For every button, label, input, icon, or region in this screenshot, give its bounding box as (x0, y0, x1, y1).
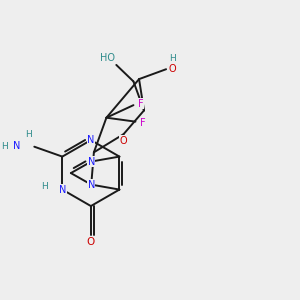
Text: O: O (168, 64, 176, 74)
Text: N: N (88, 157, 95, 166)
Text: H: H (25, 130, 32, 139)
Text: HO: HO (100, 53, 115, 63)
Text: H: H (169, 54, 176, 63)
Text: N: N (87, 135, 94, 145)
Text: O: O (120, 136, 128, 146)
Text: N: N (88, 180, 95, 190)
Text: O: O (87, 237, 95, 247)
Text: H: H (1, 142, 8, 151)
Text: N: N (58, 184, 66, 195)
Text: F: F (140, 118, 146, 128)
Text: N: N (14, 141, 21, 151)
Text: F: F (138, 98, 143, 109)
Text: H: H (41, 182, 48, 191)
